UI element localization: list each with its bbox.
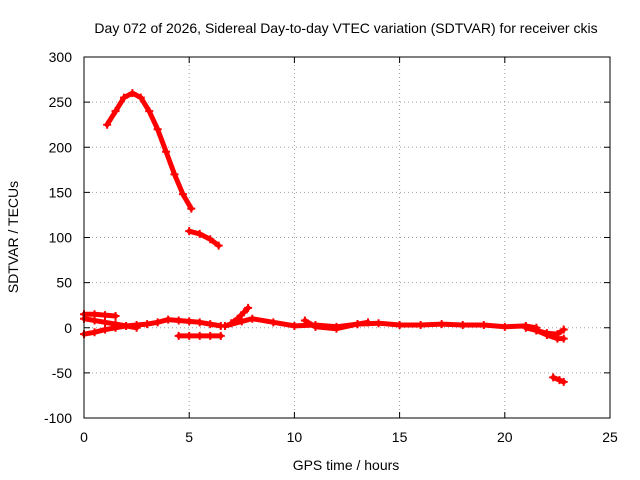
data-point [185,227,194,236]
data-point [195,229,204,238]
data-point [479,321,488,330]
x-tick-label: 25 [602,429,618,445]
data-point [206,235,215,244]
y-tick-label: 250 [49,94,73,110]
y-tick-label: -100 [44,410,72,426]
y-axis-label: SDTVAR / TECUs [5,181,21,293]
series-arc-main-2 [300,316,373,333]
data-point [111,107,120,116]
data-point [185,317,194,326]
series-arc-end-b [532,326,568,343]
data-point [332,324,341,333]
x-tick-labels: 0 5 10 15 20 25 [80,429,618,445]
data-point [103,120,112,129]
data-point [178,190,187,199]
data-series [80,89,568,386]
series-arc-main [220,314,541,332]
data-point [214,241,223,250]
data-point [220,321,229,330]
series-arc-neg [174,331,225,340]
data-point [195,331,204,340]
data-point [555,376,564,385]
data-point [90,328,99,337]
data-point [136,93,145,102]
data-point [239,308,248,317]
data-point [248,314,257,323]
data-point [153,318,162,327]
data-point [195,318,204,327]
y-tick-labels: -100 -50 0 50 100 150 200 250 300 [44,49,72,426]
x-axis-label: GPS time / hours [293,457,400,473]
data-point [128,89,137,98]
data-point [145,107,154,116]
data-point [437,320,446,329]
series-arc-low-c [80,315,225,339]
data-point [143,320,152,329]
data-point [559,325,568,334]
data-point [290,321,299,330]
data-point [153,125,162,134]
data-point [353,320,362,329]
data-point [90,316,99,325]
x-tick-label: 15 [392,429,408,445]
data-point [187,204,196,213]
data-point [542,330,551,339]
data-point [244,303,253,312]
data-point [532,326,541,335]
data-point [174,331,183,340]
series-arc-mid [185,227,223,250]
y-tick-label: 50 [56,275,72,291]
data-point [395,321,404,330]
data-point [559,334,568,343]
series-line [81,311,119,319]
data-point [101,325,110,334]
data-point [101,318,110,327]
data-point [458,321,467,330]
data-point [521,323,530,332]
data-point [216,331,225,340]
data-point [311,322,320,331]
data-point [185,331,194,340]
data-point [269,318,278,327]
data-point [416,321,425,330]
x-tick-label: 5 [185,429,193,445]
y-tick-label: 200 [49,139,73,155]
x-tick-label: 10 [287,429,303,445]
series-arc-high [103,89,196,213]
data-point [206,331,215,340]
x-tick-label: 0 [80,429,88,445]
series-line [186,228,222,249]
plot-frame [83,56,611,419]
data-point [111,323,120,332]
data-point [206,320,215,329]
data-point [364,318,373,327]
y-tick-label: 300 [49,49,73,65]
y-tick-label: -50 [52,365,72,381]
data-point [549,373,558,382]
data-point [119,93,128,102]
data-point [170,170,179,179]
y-tick-label: 150 [49,184,73,200]
data-point [559,377,568,386]
data-point [500,322,509,331]
y-tick-label: 0 [64,320,72,336]
x-tick-label: 20 [497,429,513,445]
data-point [162,147,171,156]
data-point [237,317,246,326]
chart-title: Day 072 of 2026, Sidereal Day-to-day VTE… [94,20,597,36]
grid-lines [84,57,610,418]
data-point [101,311,110,320]
data-point [164,315,173,324]
data-point [122,321,131,330]
data-point [300,316,309,325]
y-tick-label: 100 [49,230,73,246]
data-point [132,321,141,330]
data-point [174,316,183,325]
data-point [111,312,120,321]
data-point [374,319,383,328]
series-arc-tail [549,373,568,386]
ticks [83,56,611,419]
